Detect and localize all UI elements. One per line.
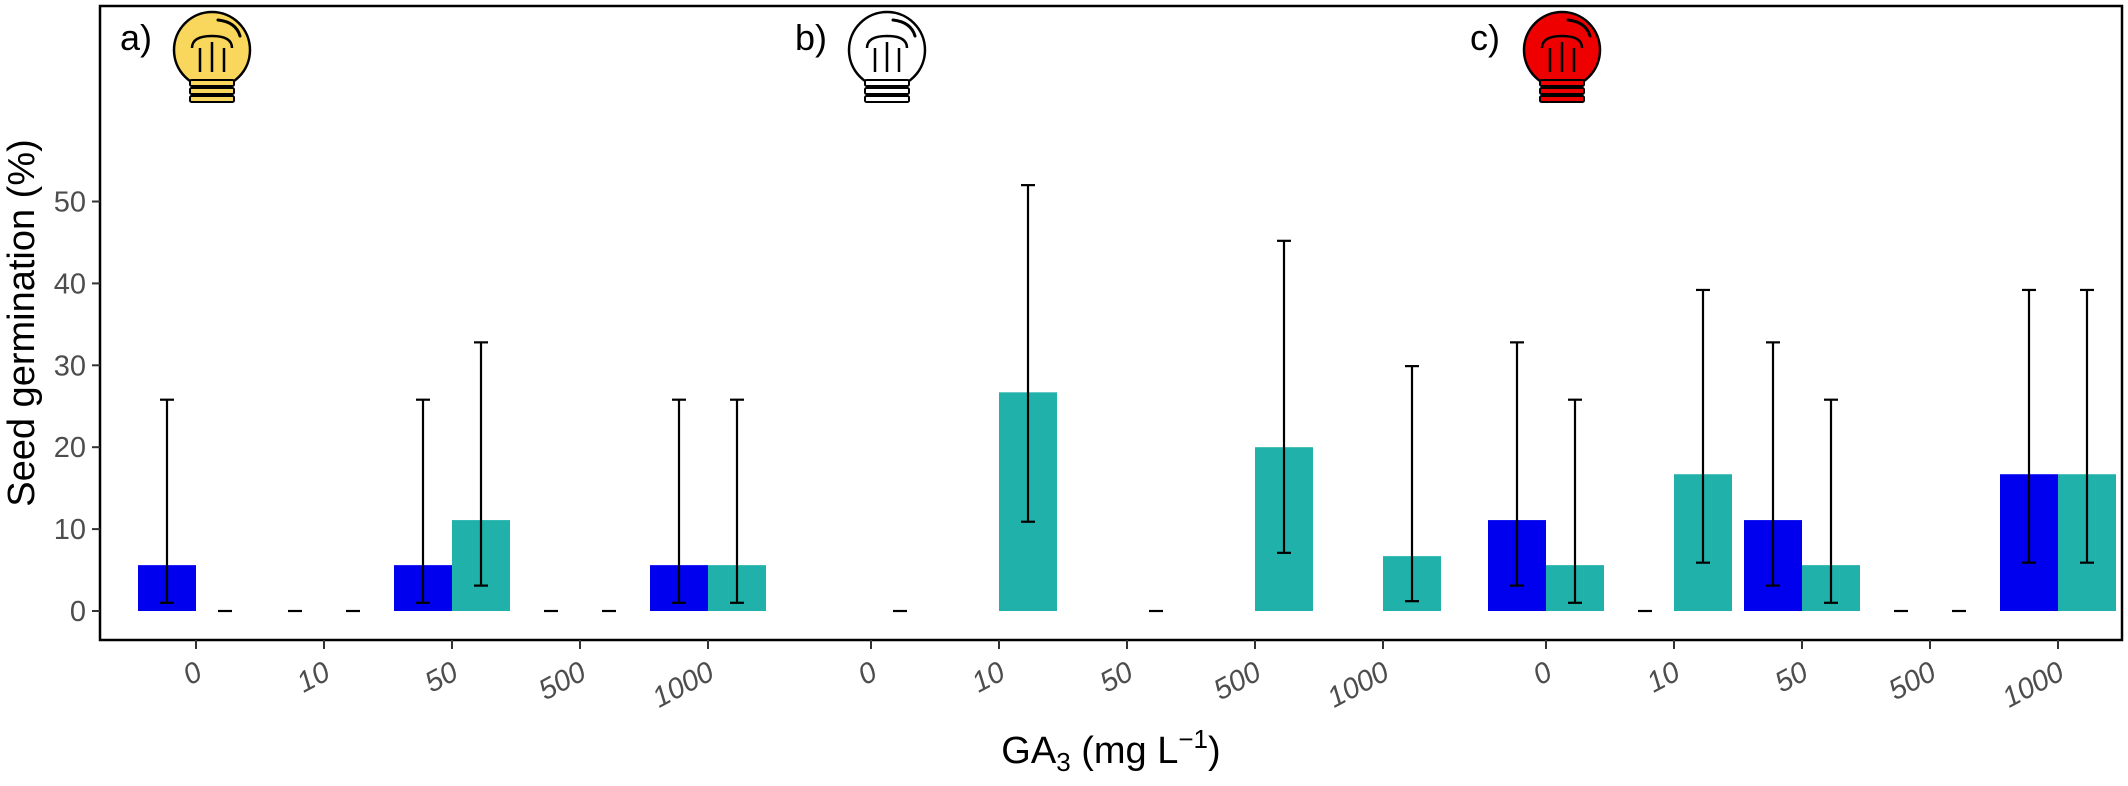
x-tick-label: 500 [534, 656, 592, 707]
x-tick-label: 0 [178, 656, 207, 692]
x-title-unit: (mg L [1071, 730, 1179, 772]
x-tick-label: 10 [292, 656, 336, 699]
x-tick-label: 0 [1528, 656, 1557, 692]
x-tick-label: 50 [420, 656, 464, 699]
red-lightbulb-icon [1522, 10, 1602, 103]
y-tick-label: 40 [54, 268, 86, 300]
bars-layer [138, 392, 2116, 611]
x-tick-label: 0 [853, 656, 882, 692]
x-tick-label: 1000 [1322, 656, 1394, 715]
x-axis: 0 10 50 500 1000 0 10 50 500 1000 0 10 50 500 1000 [178, 640, 2069, 714]
panel-label: b) [795, 17, 827, 58]
x-title-sup: −1 [1178, 724, 1208, 754]
x-title-sub: 3 [1056, 747, 1070, 777]
white-lightbulb-icon [847, 10, 927, 103]
y-tick-label: 50 [54, 187, 86, 219]
panel-labels-layer: a) b) c) [120, 17, 1500, 58]
plot-frame [98, 4, 2124, 642]
x-tick-label: 500 [1884, 656, 1942, 707]
icons-layer [172, 10, 1602, 103]
yellow-lightbulb-icon [172, 10, 252, 103]
panel-label: c) [1470, 17, 1500, 58]
x-title-close: ) [1208, 730, 1221, 772]
y-tick-label: 0 [70, 596, 86, 628]
y-tick-label: 10 [54, 514, 86, 546]
x-tick-label: 50 [1770, 656, 1814, 699]
y-axis-title: Seed germination (%) [1, 139, 43, 507]
x-title-main: GA [1001, 730, 1057, 772]
x-tick-label: 1000 [647, 656, 719, 715]
x-tick-label: 1000 [1997, 656, 2069, 715]
x-tick-label: 500 [1209, 656, 1267, 707]
y-axis: 0 10 20 30 40 50 [54, 187, 100, 628]
y-tick-label: 30 [54, 350, 86, 382]
panel-label: a) [120, 17, 152, 58]
y-tick-label: 20 [54, 432, 86, 464]
x-tick-label: 50 [1095, 656, 1139, 699]
x-tick-label: 10 [967, 656, 1011, 699]
x-axis-title: GA3 (mg L−1) [1001, 724, 1220, 777]
error-bars-layer [160, 184, 2094, 613]
x-tick-label: 10 [1642, 656, 1686, 699]
